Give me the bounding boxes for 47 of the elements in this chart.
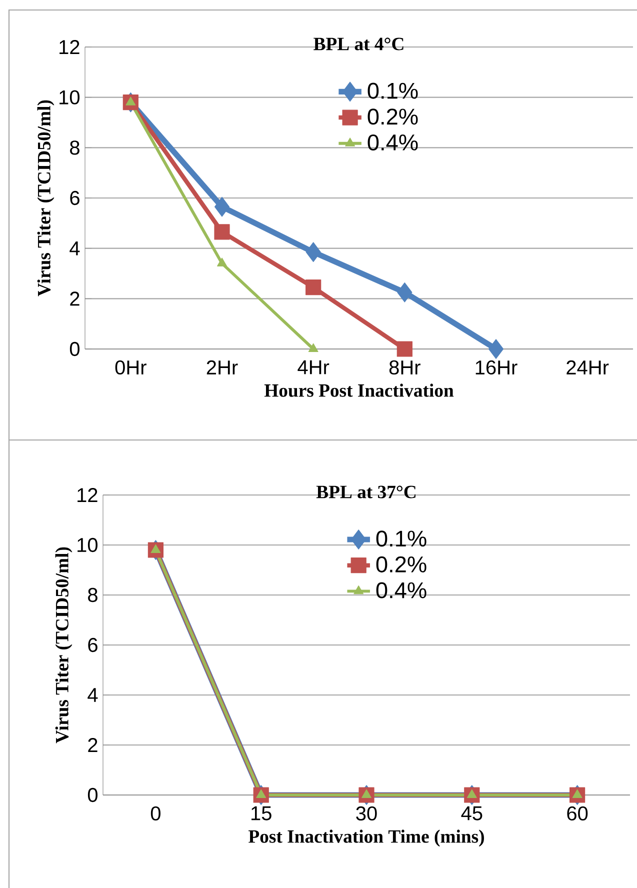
legend-label: 0.4%	[368, 134, 418, 151]
legend-label: 0.4%	[376, 582, 426, 598]
x-tick-label: 45	[461, 806, 482, 820]
legend-label: 0.1%	[376, 530, 426, 547]
y-tick-label: 4	[88, 688, 98, 702]
legend-label: 0.1%	[368, 82, 418, 99]
point	[306, 242, 321, 262]
y-axis-title: Virus Titer (TCID50/ml)	[55, 547, 72, 744]
x-tick-label: 30	[356, 806, 377, 821]
x-tick-label: 4Hr	[298, 360, 330, 374]
y-tick-label: 12	[60, 40, 80, 54]
point	[214, 224, 230, 240]
point	[217, 258, 227, 266]
point	[306, 280, 322, 296]
x-axis-title: Hours Post Inactivation	[264, 384, 454, 397]
y-tick-label: 10	[60, 90, 80, 104]
chart-title: BPL at 37°C	[316, 486, 416, 498]
x-tick-label: 24Hr	[566, 360, 609, 374]
point	[396, 341, 412, 357]
point	[488, 339, 504, 359]
y-tick-label: 8	[70, 140, 80, 155]
legend-label: 0.2%	[368, 108, 418, 125]
y-tick-label: 2	[88, 738, 98, 752]
y-tick-label: 6	[88, 638, 98, 652]
y-axis-title: Virus Titer (TCID50/ml)	[37, 100, 54, 296]
y-tick-label: 4	[70, 241, 80, 256]
x-tick-label: 0	[150, 806, 160, 821]
y-tick-label: 0	[88, 788, 98, 802]
x-tick-label: 8Hr	[389, 360, 420, 375]
x-tick-label: 2Hr	[206, 360, 238, 374]
y-tick-label: 2	[70, 292, 80, 306]
y-tick-label: 10	[78, 538, 98, 552]
chart-title: BPL at 4°C	[314, 38, 404, 50]
point	[214, 196, 230, 217]
x-tick-label: 15	[252, 806, 272, 820]
y-tick-label: 12	[78, 488, 98, 502]
y-tick-label: 0	[70, 342, 80, 356]
x-tick-label: 60	[567, 806, 588, 821]
y-tick-label: 8	[88, 588, 98, 602]
y-tick-label: 6	[70, 190, 80, 206]
legend-label: 0.2%	[376, 556, 426, 572]
x-axis-title: Post Inactivation Time (mins)	[248, 830, 484, 847]
x-tick-label: 16Hr	[476, 360, 518, 375]
point	[308, 343, 318, 352]
x-tick-label: 0Hr	[115, 360, 146, 375]
point	[126, 96, 136, 106]
point	[397, 282, 412, 302]
